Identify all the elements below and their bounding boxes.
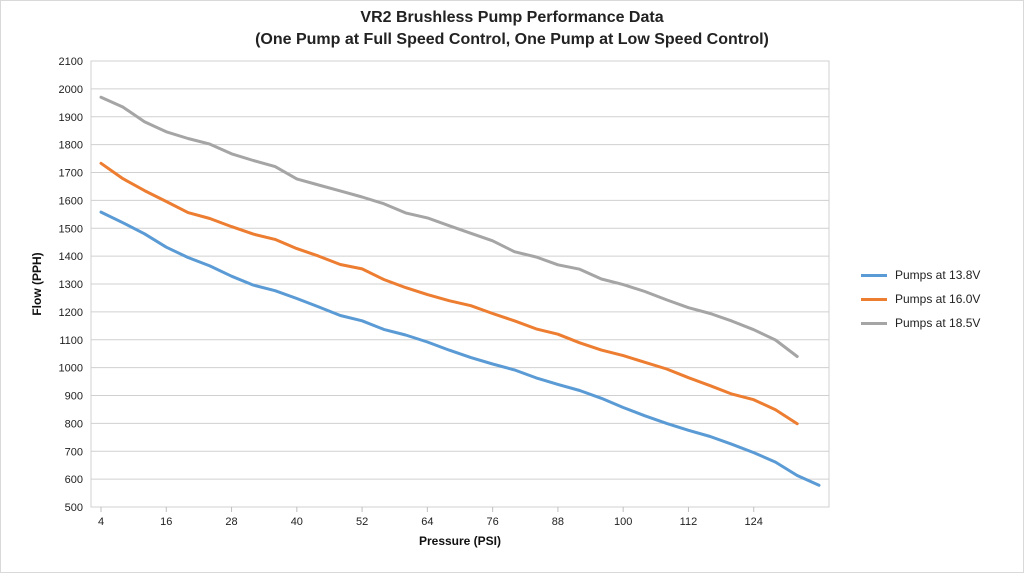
y-tick-label: 1800 [59,140,83,152]
legend-label: Pumps at 13.8V [895,268,981,282]
x-tick-label: 28 [225,516,237,528]
legend-item: Pumps at 16.0V [861,287,980,311]
chart-legend: Pumps at 13.8V Pumps at 16.0V Pumps at 18.… [861,263,980,335]
y-tick-label: 1600 [59,195,83,207]
x-tick-label: 112 [680,516,698,528]
y-tick-label: 1300 [59,279,83,291]
x-tick-label: 16 [160,516,172,528]
x-tick-label: 100 [614,516,632,528]
series-line-3 [99,95,799,358]
y-tick-label: 700 [65,446,83,458]
x-tick-label: 64 [421,516,433,528]
x-tick-label: 88 [552,516,564,528]
y-tick-label: 2100 [59,56,83,68]
legend-label: Pumps at 18.5V [895,316,981,330]
y-tick-label: 1700 [59,168,83,180]
x-axis-title: Pressure (PSI) [419,534,501,548]
legend-label: Pumps at 16.0V [895,292,981,306]
legend-swatch [861,321,887,325]
y-tick-label: 800 [65,418,83,430]
x-tick-labels: 4 16 28 40 52 64 76 88 100 112 124 [98,507,763,528]
legend-item: Pumps at 18.5V [861,311,980,335]
x-tick-label: 76 [487,516,499,528]
series-lines [99,95,821,487]
chart-title-line2: (One Pump at Full Speed Control, One Pum… [255,31,769,48]
x-tick-label: 40 [291,516,303,528]
legend-item: Pumps at 13.8V [861,263,980,287]
y-tick-label: 1900 [59,112,83,124]
y-tick-label: 1100 [59,335,83,347]
chart-title: VR2 Brushless Pump Performance Data (One… [1,7,1023,51]
y-tick-labels: 500 600 700 800 900 1000 1100 1200 1300 1400 1500 1… [59,56,83,514]
y-tick-label: 900 [65,391,83,403]
legend-swatch [861,273,887,277]
y-tick-label: 1500 [59,223,83,235]
y-axis-title: Flow (PPH) [30,252,44,315]
y-tick-label: 2000 [59,84,83,96]
x-tick-label: 52 [356,516,368,528]
x-tick-label: 124 [745,516,763,528]
series-line-1 [99,210,821,487]
y-tick-label: 1000 [59,363,83,375]
y-tick-label: 1200 [59,307,83,319]
chart-title-line1: VR2 Brushless Pump Performance Data [360,9,664,26]
y-tick-label: 500 [65,502,83,514]
y-tick-label: 600 [65,474,83,486]
y-tick-label: 1400 [59,251,83,263]
legend-swatch [861,297,887,301]
series-line-2 [99,161,799,426]
x-tick-label: 4 [98,516,104,528]
